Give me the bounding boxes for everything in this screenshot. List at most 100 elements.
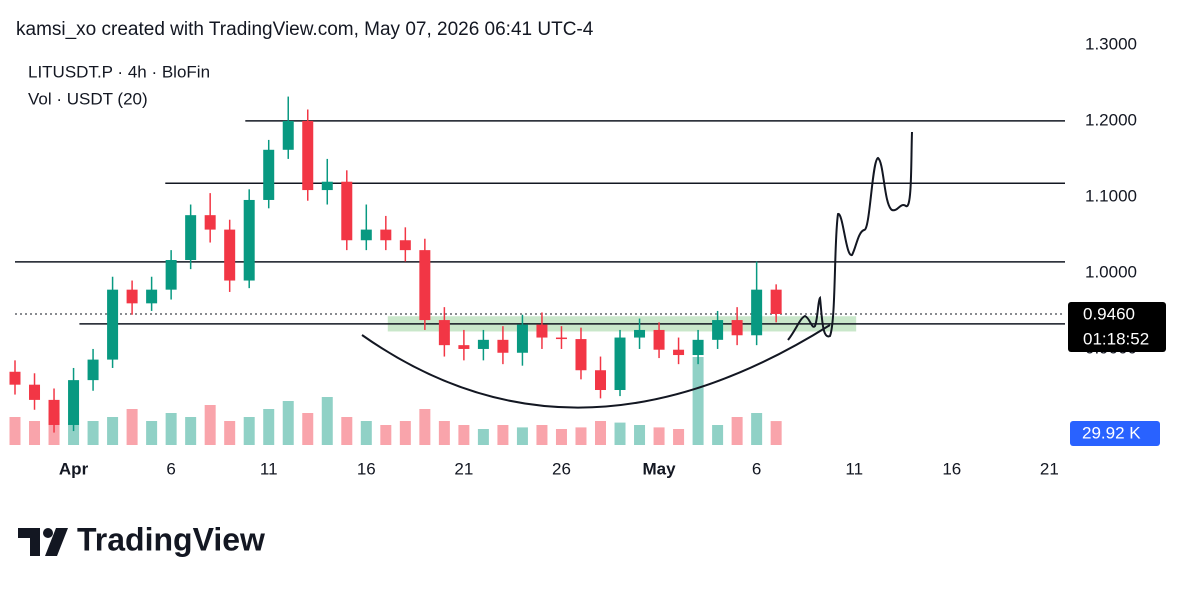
volume-bar — [458, 425, 470, 445]
candle-body — [673, 349, 685, 356]
candle-body — [107, 289, 119, 360]
volume-bar — [751, 413, 763, 445]
candle-body — [146, 289, 158, 304]
candle-body — [536, 324, 548, 338]
candle-body — [68, 380, 80, 425]
candle-body — [575, 339, 587, 371]
x-tick-label: 21 — [1040, 459, 1059, 478]
logo-mark — [18, 528, 40, 556]
candle-body — [692, 339, 704, 356]
volume-bar — [653, 427, 665, 445]
x-tick-label: 16 — [357, 459, 376, 478]
y-tick-label: 1.0000 — [1085, 262, 1137, 281]
candle-body — [380, 229, 392, 241]
volume-bar — [555, 429, 567, 445]
candle-body — [204, 215, 216, 230]
volume-bar — [380, 425, 392, 445]
x-tick-label: 26 — [552, 459, 571, 478]
candle-body — [185, 215, 197, 261]
x-tick-label: 6 — [166, 459, 175, 478]
y-tick-label: 1.3000 — [1085, 34, 1137, 53]
candle-body — [224, 229, 236, 281]
candle-body — [360, 229, 372, 241]
volume-bar — [673, 429, 685, 445]
price-label-box — [1068, 302, 1166, 352]
candle-body — [458, 345, 470, 349]
volume-bar — [399, 421, 411, 445]
x-tick-label: 11 — [260, 459, 278, 478]
cup-drawing — [361, 324, 831, 409]
candle-body — [29, 384, 41, 400]
volume-bar — [321, 397, 333, 445]
volume-bar — [126, 409, 138, 445]
candle-body — [282, 120, 294, 150]
logo — [18, 528, 68, 556]
volume-bar — [302, 413, 314, 445]
x-tick-label: Apr — [59, 459, 89, 478]
volume-bar — [9, 417, 21, 445]
candle-body — [302, 120, 314, 191]
y-tick-label: 1.1000 — [1085, 186, 1137, 205]
candle-body — [712, 320, 724, 340]
candle-body — [555, 337, 567, 340]
candle-body — [770, 289, 782, 314]
candle-body — [87, 359, 99, 381]
volume-bar — [516, 427, 528, 445]
volume-bar — [87, 421, 99, 445]
y-tick-label: 1.2000 — [1085, 110, 1137, 129]
plot: 0.90001.00001.10001.20001.3000Apr6111621… — [9, 34, 1137, 478]
logo-mark — [45, 528, 68, 556]
candle-body — [243, 199, 255, 281]
volume-label: 29.92 K — [1082, 423, 1141, 442]
x-tick-label: May — [643, 459, 677, 478]
volume-bar — [360, 421, 372, 445]
candle-body — [634, 329, 646, 338]
volume-bar — [29, 421, 41, 445]
candle-body — [477, 339, 489, 349]
candle-body — [165, 260, 177, 290]
volume-bar — [770, 421, 782, 445]
candle-body — [653, 329, 665, 350]
candle-body — [263, 149, 275, 200]
volume-bar — [243, 417, 255, 445]
volume-bar — [536, 425, 548, 445]
header: kamsi_xo created with TradingView.com, M… — [16, 19, 594, 40]
candle-body — [341, 181, 353, 241]
candle-body — [419, 250, 431, 321]
candle-body — [438, 320, 450, 346]
volume-bar — [263, 409, 275, 445]
volume-bar — [146, 421, 158, 445]
volume-bar — [68, 422, 80, 445]
candle-body — [595, 370, 607, 391]
volume-legend: Vol · USDT (20) — [28, 89, 148, 108]
x-tick-label: 6 — [752, 459, 761, 478]
candle-body — [731, 320, 743, 336]
volume-bar — [224, 421, 236, 445]
countdown: 01:18:52 — [1083, 329, 1149, 348]
candle-body — [48, 399, 60, 425]
candle-body — [126, 289, 138, 304]
last-price-label: 0.9460 — [1083, 304, 1135, 323]
volume-bar — [614, 422, 626, 445]
symbol-legend: LITUSDT.P · 4h · BloFin — [28, 62, 210, 81]
candle-body — [399, 240, 411, 251]
volume-bar — [497, 425, 509, 445]
volume-bar — [712, 425, 724, 445]
volume-bar — [185, 417, 197, 445]
volume-bar — [477, 429, 489, 445]
candle-body — [9, 371, 21, 385]
x-tick-label: 16 — [942, 459, 961, 478]
projection-drawing — [787, 131, 913, 341]
brand: TradingView — [77, 521, 265, 557]
volume-bar — [341, 417, 353, 445]
volume-bar — [419, 409, 431, 445]
volume-bar — [282, 401, 294, 445]
candle-body — [516, 324, 528, 353]
volume-bar — [595, 421, 607, 445]
logo-mark — [43, 528, 53, 538]
candle-body — [614, 337, 626, 391]
volume-bar — [165, 413, 177, 445]
candle-body — [751, 289, 763, 336]
